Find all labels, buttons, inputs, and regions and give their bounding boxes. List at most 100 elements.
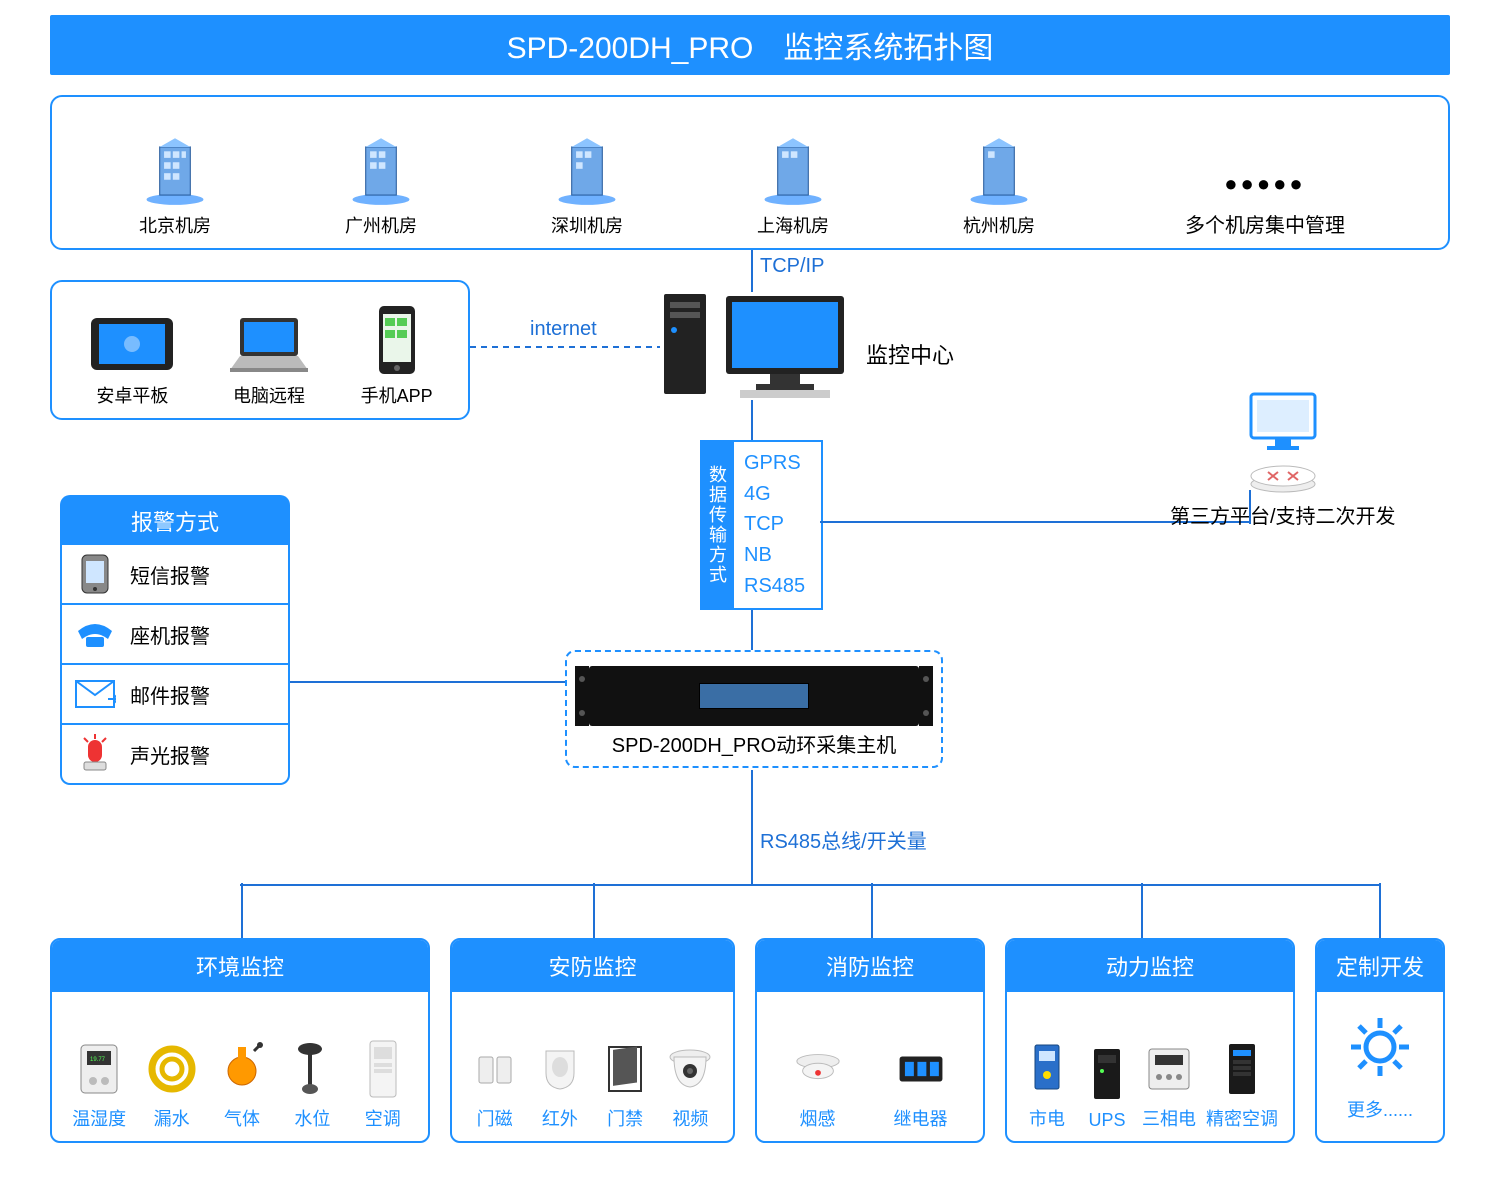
category-item-label: 精密空调 <box>1206 1105 1278 1131</box>
site-label: 杭州机房 <box>963 212 1035 238</box>
router-icon <box>1248 456 1318 494</box>
transmission-method: GPRS <box>744 452 805 475</box>
diagram-canvas: SPD-200DH_PRO 监控系统拓扑图 北京机房 广州机房 深圳机房 上海机… <box>0 0 1500 1200</box>
category-item: 继电器 <box>894 1039 948 1131</box>
category-item-label: 市电 <box>1029 1105 1065 1131</box>
remote-clients-box: 安卓平板 电脑远程 手机APP <box>50 280 470 420</box>
category-item-label: 气体 <box>224 1105 260 1131</box>
site-node: 杭州机房 <box>959 136 1039 238</box>
third-party-node: 第三方平台/支持二次开发 <box>1170 390 1396 529</box>
tablet-icon <box>87 312 177 376</box>
alarm-item-label: 座机报警 <box>130 620 210 649</box>
svg-text:19.77: 19.77 <box>90 1057 106 1063</box>
monitor-icon <box>1243 390 1323 454</box>
category-item: 视频 <box>665 1039 715 1131</box>
three-phase-meter-icon <box>1144 1039 1194 1099</box>
category-item-label: 空调 <box>365 1105 401 1131</box>
transmission-methods: GPRS 4G TCP NB RS485 <box>734 440 823 610</box>
bus-drop <box>592 883 596 938</box>
email-icon <box>74 673 116 715</box>
internet-line <box>470 345 660 349</box>
ups-icon <box>1082 1044 1132 1104</box>
host-label: SPD-200DH_PRO动环采集主机 <box>612 729 897 758</box>
category-item: 烟感 <box>793 1039 843 1131</box>
category-item: 漏水 <box>147 1039 197 1131</box>
site-node: 上海机房 <box>753 136 833 238</box>
category-item-label: 水位 <box>294 1105 330 1131</box>
category-item: 三相电 <box>1142 1039 1196 1131</box>
sites-row: 北京机房 广州机房 深圳机房 上海机房 杭州机房 ●●●●● 多个机房集中管理 <box>52 97 1448 248</box>
alarm-item: 邮件报警 <box>60 665 290 725</box>
category-item: 门禁 <box>600 1039 650 1131</box>
category-item-label: 温湿度 <box>72 1105 126 1131</box>
door-sensor-icon <box>470 1039 520 1099</box>
remote-client-label: 手机APP <box>361 382 433 408</box>
remote-client: 电脑远程 <box>224 312 314 408</box>
category-item: UPS <box>1082 1044 1132 1131</box>
title-text: SPD-200DH_PRO 监控系统拓扑图 <box>507 23 994 67</box>
tcpip-label: TCP/IP <box>760 255 824 278</box>
category-item-label: 红外 <box>542 1105 578 1131</box>
host-box: SPD-200DH_PRO动环采集主机 <box>565 650 943 768</box>
sensor-leak-icon <box>147 1039 197 1099</box>
building-icon <box>964 136 1034 206</box>
landline-icon <box>74 613 116 655</box>
bus-line <box>240 883 1380 887</box>
center-to-trans-line <box>750 400 754 440</box>
bus-drop <box>1140 883 1144 938</box>
sensor-temp-humid-icon: 19.77 <box>74 1039 124 1099</box>
sensor-gas-icon <box>217 1039 267 1099</box>
site-node: 北京机房 <box>135 136 215 238</box>
transmission-method: 4G <box>744 483 805 506</box>
transmission-header: 数据传输方式 <box>700 440 734 610</box>
remote-clients-row: 安卓平板 电脑远程 手机APP <box>52 282 468 418</box>
mains-meter-icon <box>1022 1039 1072 1099</box>
site-label: 上海机房 <box>757 212 829 238</box>
category-header: 消防监控 <box>757 940 983 992</box>
transmission-method: RS485 <box>744 575 805 598</box>
category-item-label: 视频 <box>672 1105 708 1131</box>
internet-label: internet <box>530 318 597 341</box>
tcpip-line <box>750 250 754 292</box>
category-item: 气体 <box>217 1039 267 1131</box>
category-item: 19.77 温湿度 <box>72 1039 126 1131</box>
dots-icon: ●●●●● <box>1224 171 1305 197</box>
host-down-line <box>750 770 754 885</box>
sensor-water-level-icon <box>287 1039 337 1099</box>
monitor-center: 监控中心 <box>660 290 954 400</box>
category-item-label: UPS <box>1088 1110 1125 1131</box>
multi-site-label: 多个机房集中管理 <box>1185 209 1345 238</box>
category-item: 水位 <box>287 1039 337 1131</box>
category-item-label: 门禁 <box>607 1105 643 1131</box>
site-node: 深圳机房 <box>547 136 627 238</box>
category-item: 门磁 <box>470 1039 520 1131</box>
transmission-method: NB <box>744 544 805 567</box>
category-header: 环境监控 <box>52 940 428 992</box>
gear-icon <box>1345 1012 1415 1082</box>
remote-client-label: 安卓平板 <box>96 382 168 408</box>
building-icon <box>758 136 828 206</box>
category-body: 市电 UPS 三相电 精密空调 <box>1007 992 1293 1141</box>
site-label: 北京机房 <box>139 212 211 238</box>
category-item: 市电 <box>1022 1039 1072 1131</box>
camera-icon <box>665 1039 715 1099</box>
bus-drop <box>240 883 244 938</box>
category-panel-custom: 定制开发 更多...... <box>1315 938 1445 1143</box>
site-label: 深圳机房 <box>551 212 623 238</box>
remote-client: 安卓平板 <box>87 312 177 408</box>
sms-icon <box>74 553 116 595</box>
category-panel-fire: 消防监控 烟感 继电器 <box>755 938 985 1143</box>
alarm-item: 短信报警 <box>60 545 290 605</box>
category-item: 空调 <box>358 1039 408 1131</box>
category-header: 定制开发 <box>1317 940 1443 992</box>
custom-body: 更多...... <box>1317 992 1443 1141</box>
site-label: 广州机房 <box>345 212 417 238</box>
access-door-icon <box>600 1039 650 1099</box>
category-item-label: 烟感 <box>800 1105 836 1131</box>
category-panel-security: 安防监控 门磁 红外 门禁 视频 <box>450 938 735 1143</box>
pir-sensor-icon <box>535 1039 585 1099</box>
trans-to-host-line <box>750 610 754 650</box>
siren-icon <box>74 733 116 775</box>
building-icon <box>552 136 622 206</box>
remote-client: 手机APP <box>361 304 433 408</box>
